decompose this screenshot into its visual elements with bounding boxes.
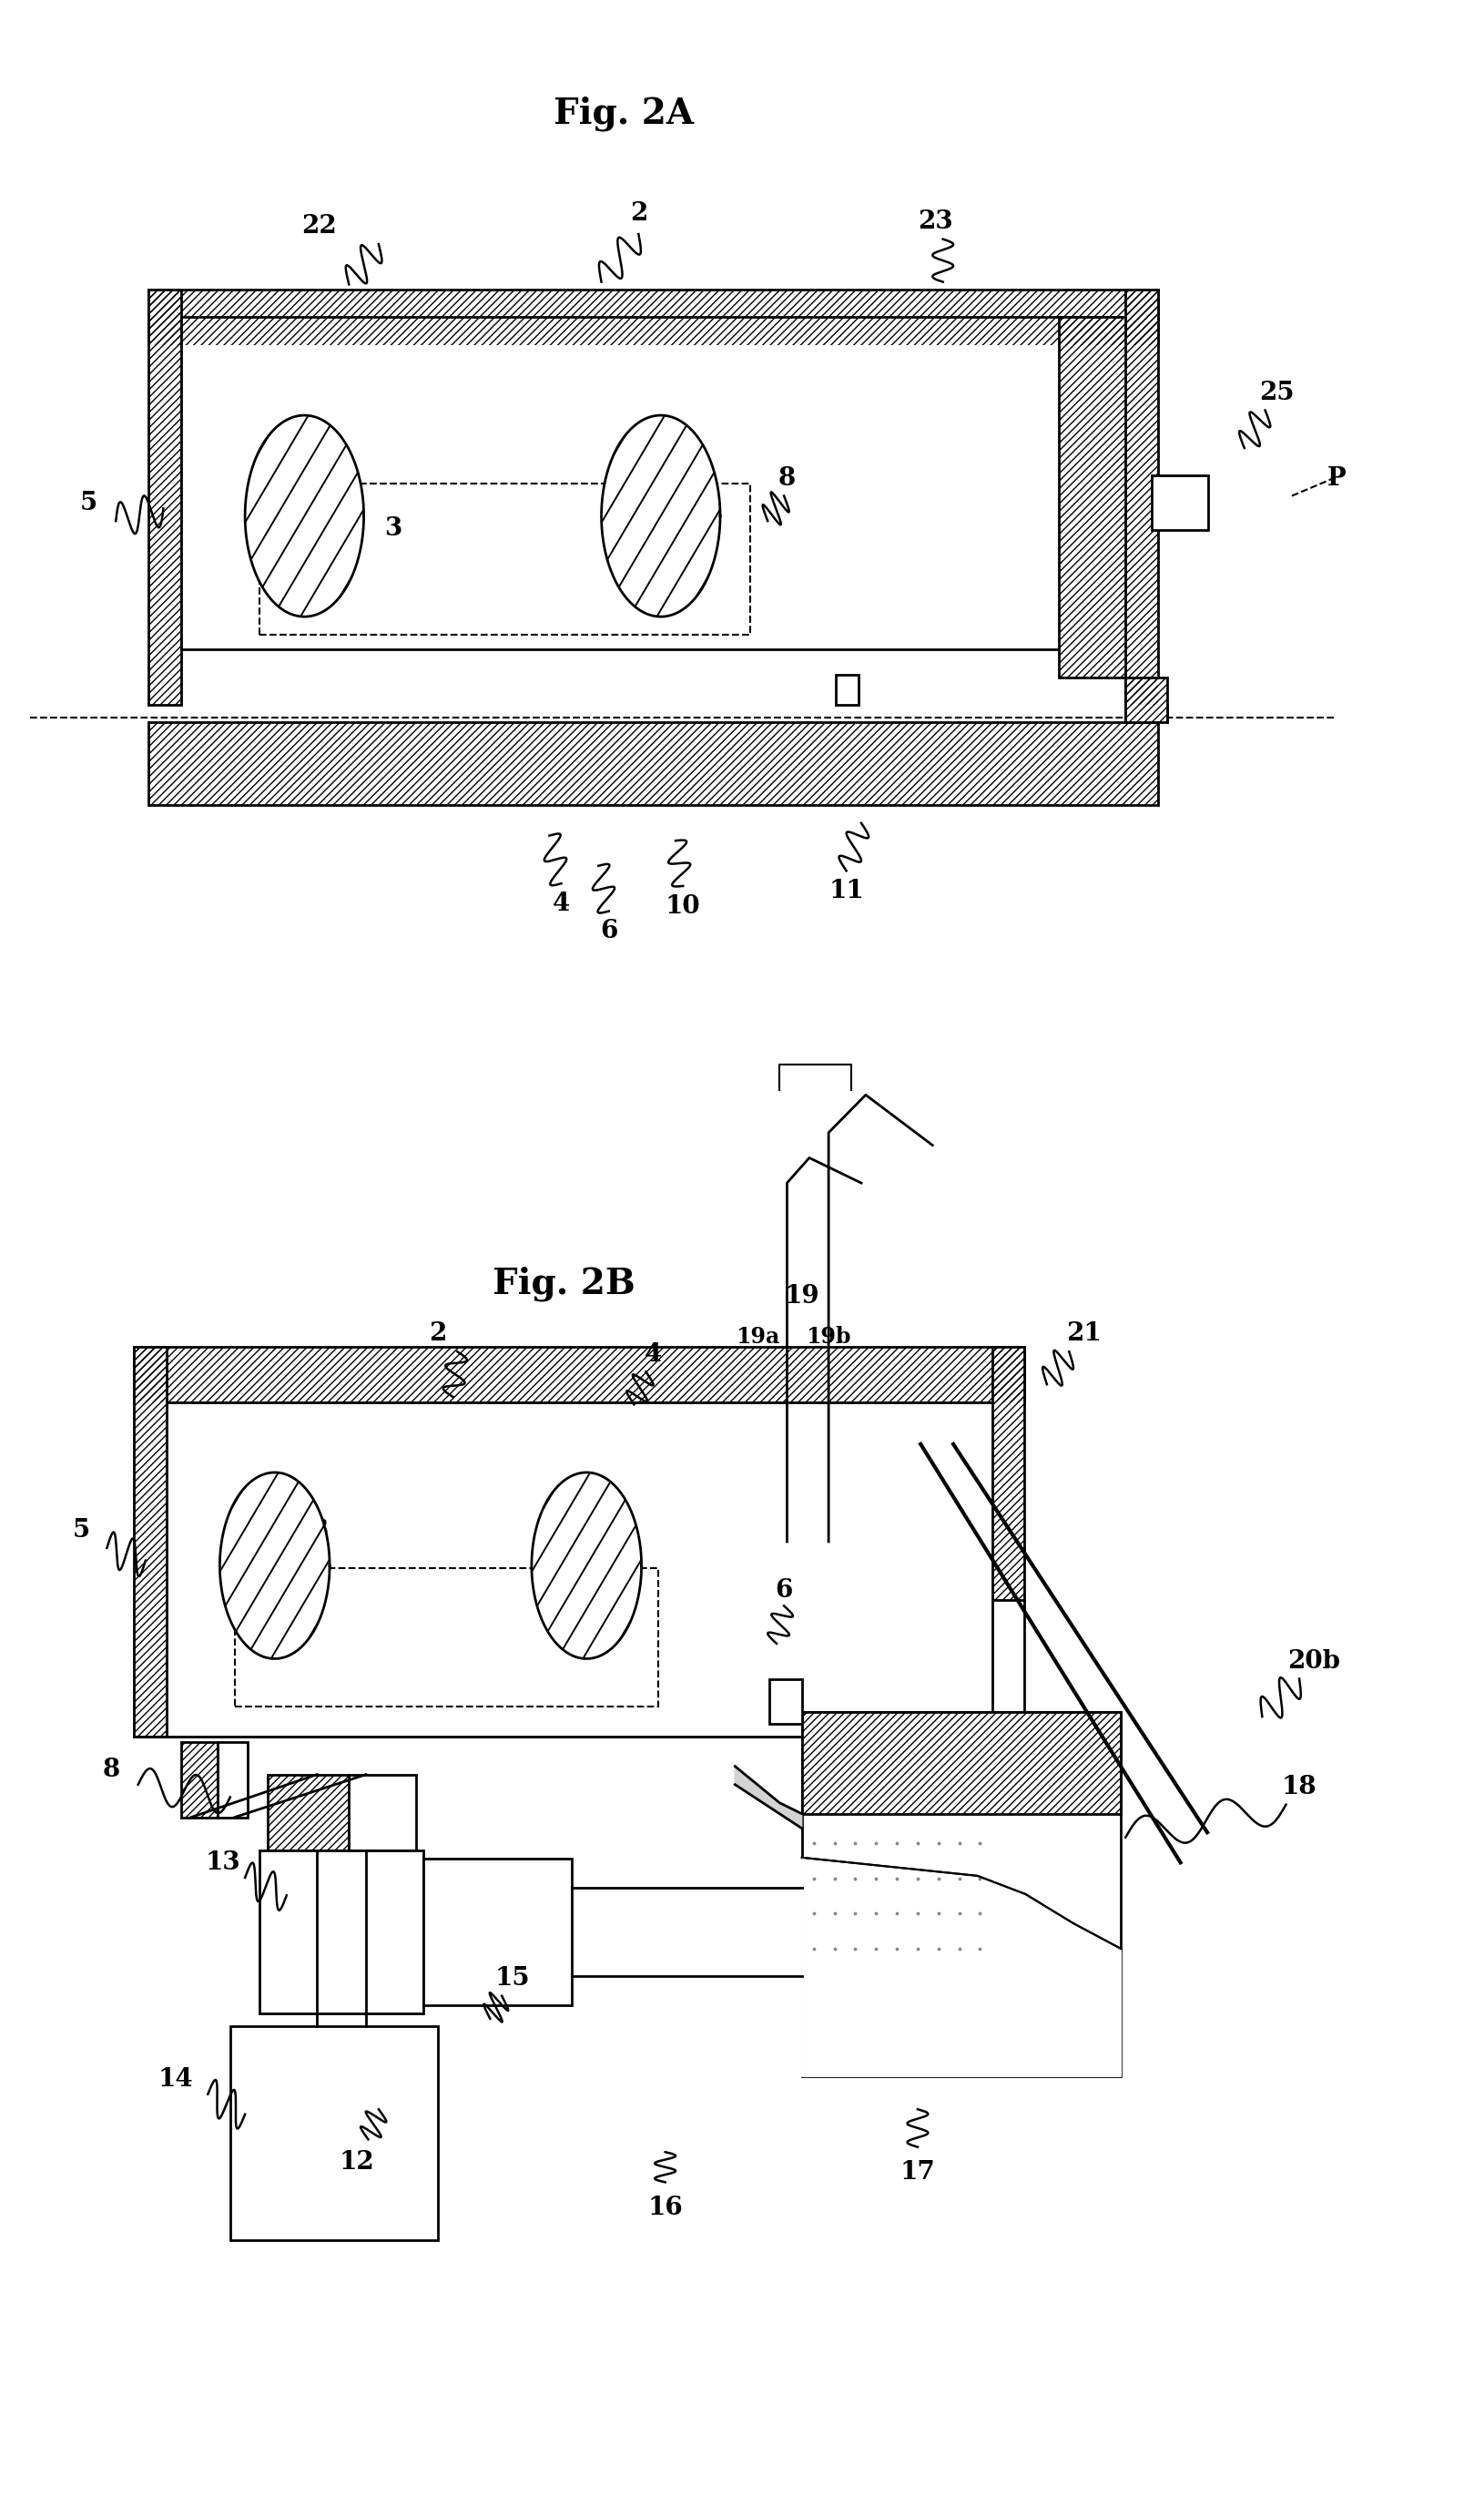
Text: 4: 4 [552, 891, 570, 916]
Text: 8: 8 [102, 1757, 120, 1782]
Bar [267, 1774, 349, 1850]
Bar [218, 1742, 248, 1817]
Bar [166, 1402, 991, 1737]
Bar [181, 1742, 218, 1817]
Bar [801, 1712, 1120, 1815]
Polygon shape [220, 1472, 329, 1659]
Bar [1058, 317, 1125, 677]
Bar [134, 1347, 166, 1737]
Bar [260, 483, 749, 634]
Bar [181, 1742, 218, 1817]
Text: 19b: 19b [806, 1326, 850, 1347]
Bar [148, 289, 181, 705]
Text: 5: 5 [80, 491, 98, 516]
Bar [423, 1858, 571, 2006]
Text: 6: 6 [600, 919, 617, 944]
Text: 22: 22 [301, 214, 337, 239]
Bar [234, 1568, 657, 1707]
Bar [148, 289, 181, 705]
Bar [801, 1712, 1120, 2077]
Bar [148, 289, 1158, 345]
Text: 10: 10 [665, 894, 700, 919]
Bar [835, 675, 858, 705]
Bar [1125, 289, 1158, 705]
Text: 19: 19 [784, 1284, 819, 1309]
Text: 5: 5 [73, 1518, 91, 1543]
Bar [230, 2026, 438, 2240]
Polygon shape [735, 1767, 801, 1827]
Bar [349, 1774, 416, 1850]
Text: 18: 18 [1281, 1774, 1316, 1800]
Bar [1125, 677, 1166, 722]
Text: 13: 13 [205, 1850, 240, 1875]
Text: 6: 6 [775, 1578, 792, 1603]
Bar [267, 1774, 349, 1850]
Text: 16: 16 [647, 2195, 683, 2220]
Bar [1125, 677, 1166, 722]
Text: 19a: 19a [735, 1326, 779, 1347]
Bar [148, 289, 1158, 345]
Text: 21: 21 [1066, 1321, 1101, 1347]
Bar [769, 1679, 801, 1724]
Bar [1058, 317, 1125, 677]
Bar [148, 722, 1158, 805]
Bar [134, 1347, 1024, 1402]
Text: 8: 8 [778, 466, 795, 491]
Text: 17: 17 [899, 2160, 935, 2185]
Text: 3: 3 [384, 516, 402, 541]
Text: Fig. 2A: Fig. 2A [554, 96, 693, 131]
Polygon shape [601, 415, 720, 617]
Polygon shape [801, 1858, 1120, 2077]
Text: 12: 12 [338, 2150, 374, 2175]
Bar [260, 1850, 423, 2014]
Text: 11: 11 [828, 878, 864, 904]
Polygon shape [531, 1472, 641, 1659]
Text: Fig. 2B: Fig. 2B [493, 1266, 635, 1301]
Bar [134, 1347, 166, 1737]
Text: 14: 14 [157, 2066, 193, 2092]
Text: 25: 25 [1258, 380, 1294, 405]
Text: 23: 23 [917, 209, 953, 234]
Bar [1152, 476, 1208, 531]
Text: 4: 4 [644, 1342, 662, 1367]
Text: P: P [1327, 466, 1345, 491]
Text: 3: 3 [310, 1518, 328, 1543]
Bar [148, 722, 1158, 805]
Text: 20b: 20b [1287, 1649, 1340, 1674]
Bar [991, 1347, 1024, 1601]
Bar [991, 1347, 1024, 1601]
Bar [1125, 289, 1158, 705]
Text: 2: 2 [429, 1321, 447, 1347]
Polygon shape [245, 415, 364, 617]
Bar [134, 1347, 1024, 1402]
Text: 15: 15 [494, 1966, 530, 1991]
Bar [181, 317, 1125, 649]
Bar [801, 1712, 1120, 1815]
Text: 2: 2 [629, 201, 647, 227]
